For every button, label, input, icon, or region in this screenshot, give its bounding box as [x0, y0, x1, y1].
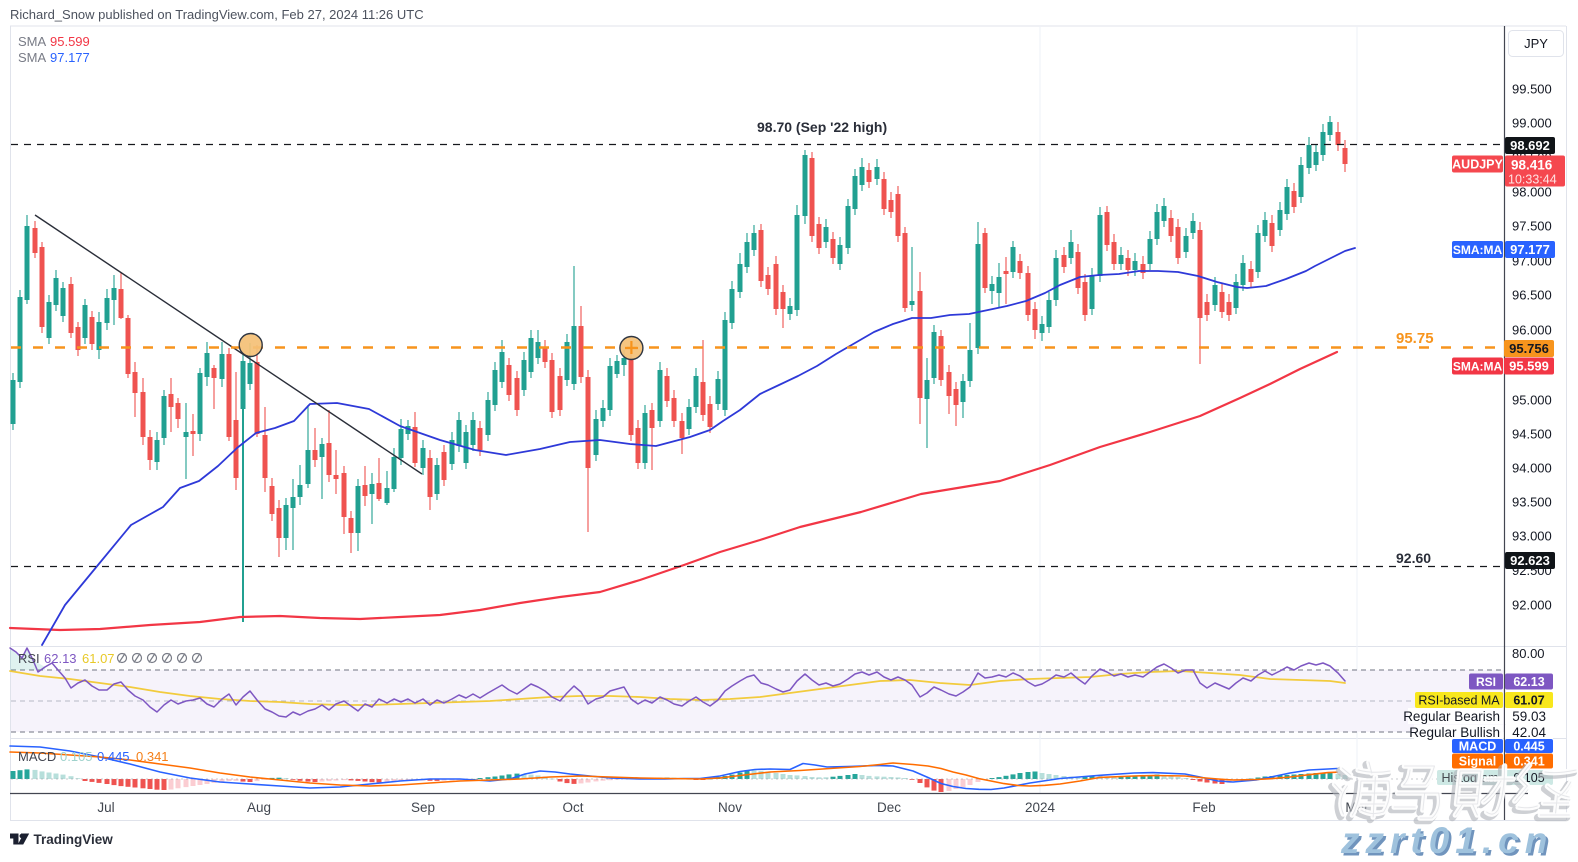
svg-text:93.000: 93.000 [1512, 529, 1552, 544]
svg-text:93.500: 93.500 [1512, 495, 1552, 510]
svg-text:Regular Bullish: Regular Bullish [1409, 725, 1500, 740]
svg-text:98.692: 98.692 [1510, 138, 1550, 153]
svg-text:Signal: Signal [1459, 755, 1497, 769]
svg-text:0.341: 0.341 [1513, 755, 1544, 769]
svg-text:Richard_Snow published on Trad: Richard_Snow published on TradingView.co… [10, 7, 424, 22]
svg-text:Nov: Nov [718, 800, 742, 815]
svg-text:JPY: JPY [1524, 36, 1548, 51]
svg-text:62.13: 62.13 [1513, 675, 1544, 689]
svg-text:Regular Bearish: Regular Bearish [1403, 709, 1500, 724]
svg-text:99.500: 99.500 [1512, 82, 1552, 97]
svg-text:61.07: 61.07 [1513, 694, 1544, 708]
svg-text:0.105: 0.105 [60, 749, 93, 764]
svg-text:0.445: 0.445 [97, 749, 130, 764]
svg-text:94.500: 94.500 [1512, 427, 1552, 442]
svg-text:42.04: 42.04 [1512, 725, 1546, 740]
svg-text:94.000: 94.000 [1512, 461, 1552, 476]
svg-text:SMA: SMA [18, 50, 47, 65]
svg-text:98.416: 98.416 [1511, 158, 1553, 173]
svg-text:10:33:44: 10:33:44 [1508, 173, 1557, 187]
svg-text:0.341: 0.341 [136, 749, 169, 764]
svg-text:RSI: RSI [18, 651, 40, 666]
svg-text:98.70 (Sep '22 high): 98.70 (Sep '22 high) [757, 119, 887, 135]
svg-text:92.623: 92.623 [1510, 553, 1550, 568]
svg-text:99.000: 99.000 [1512, 116, 1552, 131]
svg-text:Aug: Aug [247, 800, 271, 815]
svg-text:MACD: MACD [18, 749, 56, 764]
svg-text:62.13: 62.13 [44, 651, 77, 666]
svg-text:RSI: RSI [1476, 675, 1496, 689]
svg-text:Dec: Dec [877, 800, 901, 815]
svg-text:MACD: MACD [1459, 740, 1497, 754]
svg-text:SMA: SMA [18, 34, 47, 49]
svg-text:SMA:MA: SMA:MA [1453, 243, 1503, 257]
svg-text:SMA:MA: SMA:MA [1453, 359, 1503, 373]
svg-text:TradingView: TradingView [34, 832, 114, 847]
svg-text:97.177: 97.177 [1510, 242, 1550, 257]
svg-text:59.03: 59.03 [1512, 709, 1546, 724]
svg-text:97.500: 97.500 [1512, 219, 1552, 234]
svg-text:92.60: 92.60 [1396, 550, 1431, 566]
svg-text:61.07: 61.07 [82, 651, 115, 666]
svg-text:96.500: 96.500 [1512, 288, 1552, 303]
svg-text:Sep: Sep [411, 800, 435, 815]
svg-text:Feb: Feb [1192, 800, 1215, 815]
svg-text:92.000: 92.000 [1512, 598, 1552, 613]
svg-text:95.599: 95.599 [1509, 359, 1549, 374]
svg-text:97.177: 97.177 [50, 50, 90, 65]
svg-text:RSI-based MA: RSI-based MA [1418, 694, 1500, 708]
svg-text:95.000: 95.000 [1512, 393, 1552, 408]
svg-text:Oct: Oct [562, 800, 583, 815]
svg-text:80.00: 80.00 [1512, 646, 1545, 661]
svg-text:98.000: 98.000 [1512, 185, 1552, 200]
svg-text:Jul: Jul [97, 800, 114, 815]
svg-text:95.599: 95.599 [50, 34, 90, 49]
svg-text:96.000: 96.000 [1512, 323, 1552, 338]
svg-text:95.75: 95.75 [1396, 330, 1434, 347]
svg-text:AUDJPY: AUDJPY [1452, 158, 1503, 172]
svg-text:95.756: 95.756 [1509, 341, 1549, 356]
svg-text:0.445: 0.445 [1513, 740, 1544, 754]
svg-text:2024: 2024 [1025, 800, 1056, 815]
